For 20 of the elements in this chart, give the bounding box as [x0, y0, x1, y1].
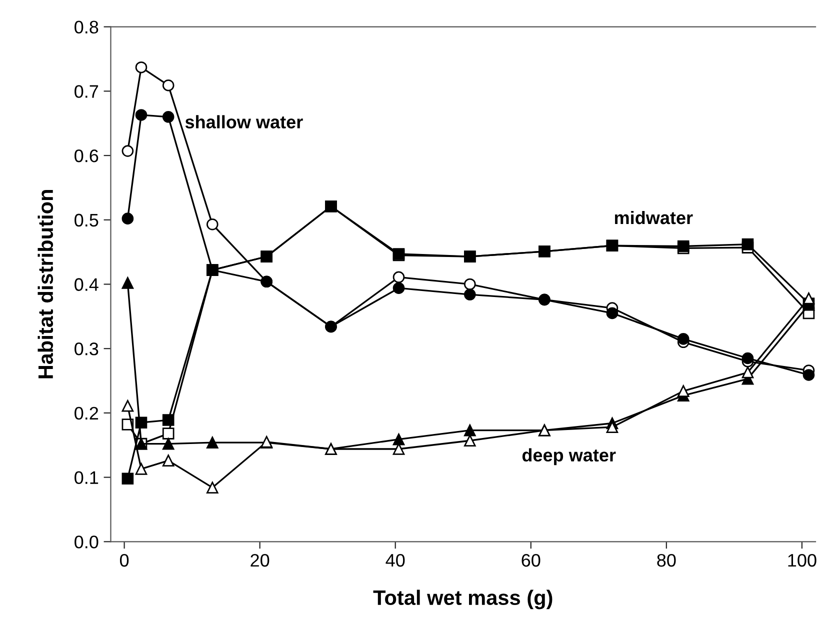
- y-tick-label: 0.0: [74, 536, 98, 548]
- y-tick-label: 0.6: [74, 149, 98, 162]
- x-tick-label: 40: [386, 554, 405, 567]
- y-tick-label: 0.5: [74, 214, 98, 227]
- x-axis-title: Total wet mass (g): [373, 590, 552, 610]
- x-tick-label: 80: [657, 554, 676, 567]
- x-tick-label: 60: [522, 554, 540, 567]
- annotation: shallow water: [185, 115, 303, 128]
- y-tick-label: 0.1: [74, 471, 98, 484]
- x-tick-label: 0: [120, 554, 129, 567]
- y-axis-title: Habitat distribution: [38, 190, 54, 378]
- x-tick-label: 100: [788, 554, 816, 567]
- annotation: midwater: [614, 210, 693, 224]
- y-tick-label: 0.7: [74, 85, 98, 98]
- y-tick-label: 0.2: [74, 406, 98, 420]
- y-tick-label: 0.4: [74, 278, 98, 291]
- annotation: deep water: [522, 448, 616, 466]
- x-tick-label: 20: [250, 554, 270, 567]
- y-tick-label: 0.8: [74, 20, 98, 34]
- y-tick-label: 0.3: [74, 342, 98, 356]
